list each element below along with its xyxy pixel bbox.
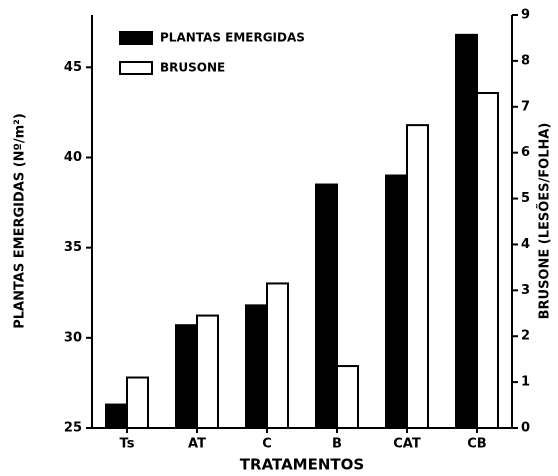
legend-label: PLANTAS EMERGIDAS	[160, 31, 305, 45]
y2-tick-label: 8	[521, 53, 530, 68]
bar	[126, 376, 149, 429]
bar	[266, 282, 289, 430]
y2-tick-label: 1	[521, 375, 530, 390]
bar	[336, 365, 359, 429]
bar	[455, 33, 478, 429]
bar	[315, 183, 338, 429]
x-axis-label: TRATAMENTOS	[240, 456, 364, 474]
y-tick-label: 30	[64, 330, 82, 345]
x-tick-label: Ts	[120, 437, 135, 452]
y2-tick-label: 9	[521, 8, 530, 23]
y-axis-label: PLANTAS EMERGIDAS (Nº/m²)	[13, 113, 28, 329]
y2-axis-label: BRUSONE (LESÕES/FOLHA)	[537, 123, 553, 320]
legend-label: BRUSONE	[160, 61, 225, 75]
x-tick-label: C	[262, 437, 272, 452]
y2-tick-label: 7	[521, 99, 530, 114]
bar	[476, 92, 499, 429]
bar	[385, 174, 408, 429]
bar	[175, 324, 198, 429]
y-tick-label: 45	[64, 60, 82, 75]
legend-swatch	[119, 31, 153, 45]
x-tick-label: B	[332, 437, 342, 452]
x-tick-label: CAT	[393, 437, 421, 452]
y-tick-label: 40	[64, 150, 82, 165]
bar	[245, 304, 268, 430]
y-tick-label: 25	[64, 421, 82, 436]
x-tick-label: CB	[467, 437, 486, 452]
bar	[406, 124, 429, 429]
bar	[105, 403, 128, 430]
legend-swatch	[119, 61, 153, 75]
x-tick-label: AT	[188, 437, 206, 452]
y2-tick-label: 6	[521, 145, 530, 160]
bar	[196, 314, 219, 430]
y2-tick-label: 2	[521, 329, 530, 344]
y2-tick-label: 5	[521, 191, 530, 206]
y2-tick-label: 3	[521, 283, 530, 298]
y2-tick-label: 4	[521, 237, 530, 252]
y-tick-label: 35	[64, 240, 82, 255]
y2-tick-label: 0	[521, 421, 530, 436]
